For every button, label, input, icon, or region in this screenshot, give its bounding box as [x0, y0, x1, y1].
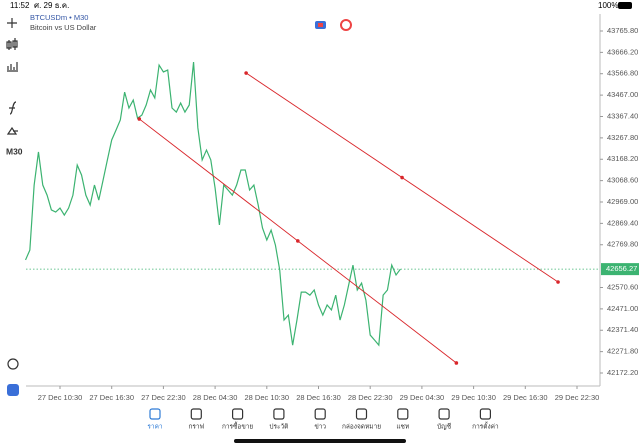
tab[interactable]: แชท — [396, 408, 409, 431]
x-tick-label: 28 Dec 04:30 — [193, 393, 238, 402]
tab-icon — [314, 408, 326, 420]
status-battery: 100% — [598, 1, 618, 10]
trend-midpoint — [400, 175, 404, 180]
y-tick-label: 42471.00 — [607, 304, 638, 313]
tab-icon — [355, 408, 368, 420]
tab[interactable]: บัญชี — [437, 408, 452, 431]
chart-title: BTCUSDm • M30 — [30, 13, 88, 22]
x-tick-label: 27 Dec 22:30 — [141, 393, 186, 402]
trend-midpoint — [296, 239, 300, 243]
tab[interactable]: ประวัติ — [269, 408, 288, 431]
tab-label: กล่องจดหมาย — [342, 424, 381, 431]
analytics-tool[interactable] — [7, 358, 19, 370]
tab[interactable]: การตั้งค่า — [472, 408, 499, 431]
tab-icon — [232, 408, 244, 420]
tab[interactable]: การซื้อขาย — [222, 408, 253, 431]
tab-icon — [438, 408, 450, 420]
y-tick-label: 42271.80 — [607, 347, 638, 356]
y-tick-label: 42570.60 — [607, 282, 638, 291]
left-toolbar — [6, 18, 19, 370]
x-tick-label: 29 Dec 10:30 — [451, 393, 496, 402]
price-line — [24, 62, 401, 347]
x-tick-label: 28 Dec 10:30 — [244, 393, 289, 402]
timeframe[interactable]: M30 — [6, 146, 23, 156]
trend-point — [137, 117, 142, 121]
tab-label: ราคา — [147, 424, 162, 431]
tab-label: ประวัติ — [269, 423, 288, 431]
function-tool[interactable] — [9, 101, 17, 115]
tab-label: การตั้งค่า — [472, 422, 499, 431]
app-icon[interactable] — [7, 384, 19, 396]
trend-point — [556, 280, 560, 284]
tab-label: แชท — [396, 424, 409, 431]
y-tick-label: 42172.20 — [607, 368, 638, 377]
y-tick-label: 43367.40 — [607, 111, 638, 120]
status-date: ศ. 29 ธ.ค. — [34, 1, 69, 10]
crosshair-tool[interactable] — [7, 18, 17, 28]
y-tick-label: 43467.00 — [607, 90, 638, 99]
trend-point — [244, 71, 248, 75]
tab[interactable]: กราฟ — [188, 408, 205, 431]
y-tick-label: 42869.40 — [607, 218, 638, 227]
y-tick-label: 42769.80 — [607, 240, 638, 249]
y-tick-label: 43168.20 — [607, 154, 638, 163]
tab-icon — [190, 408, 202, 420]
sync-icon[interactable] — [340, 19, 352, 31]
y-tick-label: 43068.60 — [607, 176, 638, 185]
status-time: 11:52 — [10, 1, 30, 10]
y-tick-label: 42371.40 — [607, 325, 638, 334]
tab-label: บัญชี — [437, 423, 452, 431]
y-tick-label: 43765.80 — [607, 26, 638, 35]
tab-label: การซื้อขาย — [222, 422, 253, 431]
tab-icon — [149, 408, 161, 420]
x-tick-label: 27 Dec 16:30 — [89, 393, 134, 402]
chart-subtitle: Bitcoin vs US Dollar — [30, 23, 97, 32]
x-tick-label: 28 Dec 16:30 — [296, 393, 341, 402]
battery-icon — [618, 2, 632, 9]
y-tick-label: 43267.80 — [607, 133, 638, 142]
tab-icon — [273, 408, 285, 420]
x-tick-label: 27 Dec 10:30 — [38, 393, 83, 402]
tab-label: ข่าว — [314, 424, 326, 431]
x-tick-label: 29 Dec 22:30 — [555, 393, 600, 402]
indicators-tool[interactable] — [7, 62, 18, 72]
one-click-icon-inner — [318, 23, 323, 27]
current-price-box — [601, 263, 639, 276]
tab-icon — [397, 408, 409, 420]
x-tick-label: 29 Dec 16:30 — [503, 393, 548, 402]
current-price-label: 42656.27 — [606, 264, 637, 273]
y-tick-label: 43666.20 — [607, 47, 638, 56]
objects-tool[interactable] — [6, 126, 18, 135]
x-tick-label: 28 Dec 22:30 — [348, 393, 393, 402]
tab[interactable]: ข่าว — [314, 408, 326, 431]
tab[interactable]: ราคา — [147, 408, 163, 431]
chart-type-tool[interactable] — [6, 38, 18, 50]
trend-point — [454, 361, 459, 365]
x-tick-label: 29 Dec 04:30 — [400, 393, 445, 402]
tab-icon — [479, 408, 491, 420]
y-tick-label: 42969.00 — [607, 197, 638, 206]
y-tick-label: 43566.80 — [607, 69, 638, 78]
tab-label: กราฟ — [188, 424, 204, 431]
tab[interactable]: กล่องจดหมาย — [342, 408, 381, 431]
